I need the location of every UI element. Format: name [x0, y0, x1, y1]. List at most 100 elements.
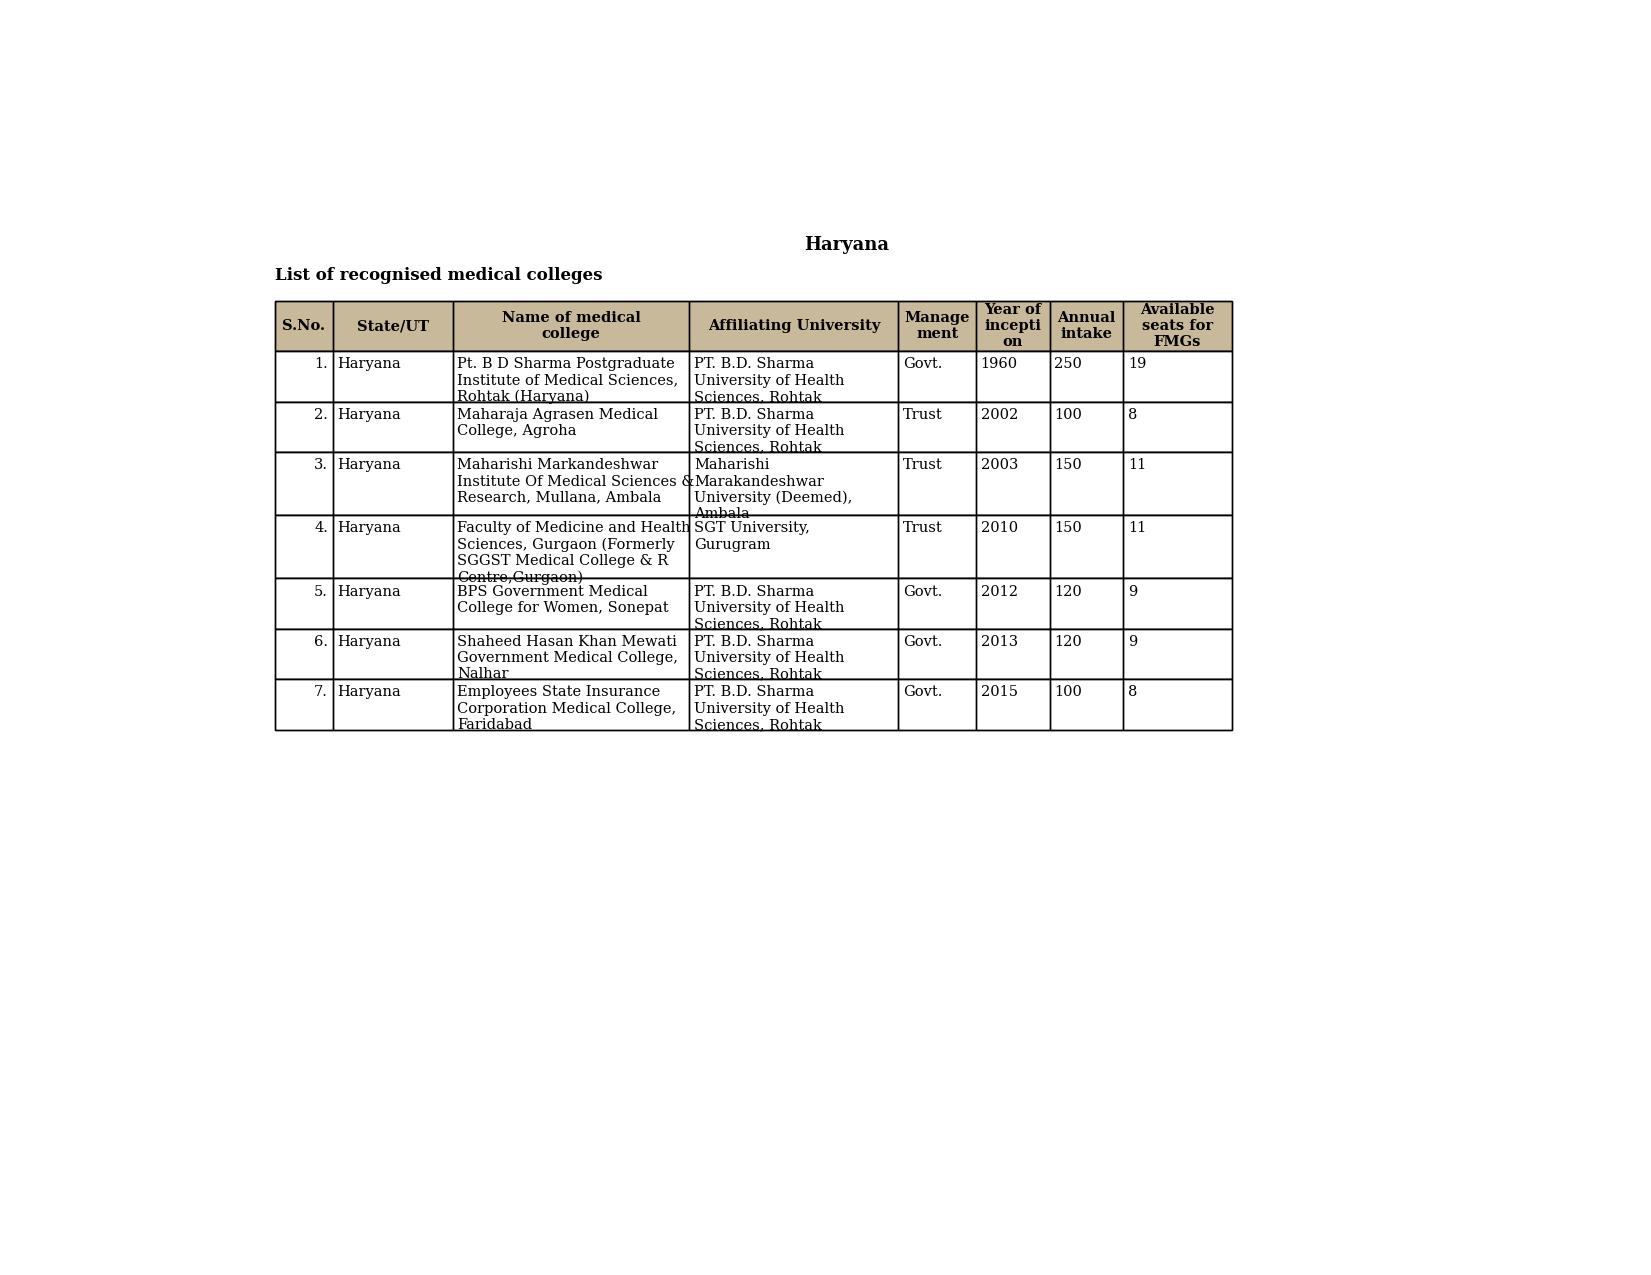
Text: Govt.: Govt.: [903, 584, 943, 598]
Text: PT. B.D. Sharma
University of Health
Sciences, Rohtak: PT. B.D. Sharma University of Health Sci…: [693, 686, 844, 732]
Text: S.No.: S.No.: [282, 319, 325, 333]
Text: PT. B.D. Sharma
University of Health
Sciences, Rohtak: PT. B.D. Sharma University of Health Sci…: [693, 357, 844, 404]
Bar: [976, 680, 1050, 729]
Bar: [274, 680, 334, 729]
Bar: [274, 629, 1232, 680]
Bar: [688, 352, 898, 402]
Bar: [452, 301, 688, 352]
Bar: [452, 629, 688, 680]
Text: 2.: 2.: [314, 408, 329, 422]
Text: 120: 120: [1055, 635, 1081, 649]
Bar: [334, 680, 452, 729]
Bar: [274, 579, 1232, 629]
Text: 3.: 3.: [314, 458, 329, 472]
Text: 100: 100: [1055, 408, 1081, 422]
Text: 19: 19: [1128, 357, 1146, 371]
Text: 250: 250: [1055, 357, 1081, 371]
Text: Available
seats for
FMGs: Available seats for FMGs: [1141, 303, 1215, 349]
Text: Haryana: Haryana: [804, 236, 888, 254]
Bar: [1050, 629, 1123, 680]
Text: 120: 120: [1055, 584, 1081, 598]
Bar: [274, 680, 1232, 729]
Bar: [274, 402, 1232, 453]
Bar: [452, 579, 688, 629]
Text: Trust: Trust: [903, 458, 943, 472]
Text: PT. B.D. Sharma
University of Health
Sciences, Rohtak: PT. B.D. Sharma University of Health Sci…: [693, 408, 844, 454]
Text: 1960: 1960: [981, 357, 1017, 371]
Text: Haryana: Haryana: [337, 521, 401, 536]
Bar: [1123, 515, 1232, 579]
Text: 9: 9: [1128, 584, 1138, 598]
Text: Maharishi
Marakandeshwar
University (Deemed),
Ambala: Maharishi Marakandeshwar University (Dee…: [693, 458, 852, 521]
Bar: [1123, 402, 1232, 453]
Text: 2003: 2003: [981, 458, 1019, 472]
Bar: [976, 402, 1050, 453]
Text: Haryana: Haryana: [337, 458, 401, 472]
Bar: [1050, 515, 1123, 579]
Bar: [1050, 301, 1123, 352]
Bar: [1050, 680, 1123, 729]
Bar: [334, 515, 452, 579]
Bar: [898, 579, 976, 629]
Bar: [898, 402, 976, 453]
Text: 150: 150: [1055, 458, 1081, 472]
Text: Maharishi Markandeshwar
Institute Of Medical Sciences &
Research, Mullana, Ambal: Maharishi Markandeshwar Institute Of Med…: [457, 458, 695, 505]
Bar: [1050, 453, 1123, 515]
Bar: [452, 352, 688, 402]
Text: Faculty of Medicine and Health
Sciences, Gurgaon (Formerly
SGGST Medical College: Faculty of Medicine and Health Sciences,…: [457, 521, 692, 585]
Bar: [274, 515, 1232, 579]
Text: Haryana: Haryana: [337, 635, 401, 649]
Text: Name of medical
college: Name of medical college: [502, 311, 641, 342]
Text: Haryana: Haryana: [337, 584, 401, 598]
Bar: [976, 515, 1050, 579]
Bar: [334, 579, 452, 629]
Text: Annual
intake: Annual intake: [1057, 311, 1116, 342]
Text: 2002: 2002: [981, 408, 1019, 422]
Text: 8: 8: [1128, 686, 1138, 700]
Text: Employees State Insurance
Corporation Medical College,
Faridabad: Employees State Insurance Corporation Me…: [457, 686, 677, 732]
Text: 8: 8: [1128, 408, 1138, 422]
Text: 150: 150: [1055, 521, 1081, 536]
Bar: [334, 301, 452, 352]
Bar: [688, 515, 898, 579]
Text: Govt.: Govt.: [903, 635, 943, 649]
Bar: [452, 402, 688, 453]
Bar: [688, 402, 898, 453]
Text: 100: 100: [1055, 686, 1081, 700]
Text: Maharaja Agrasen Medical
College, Agroha: Maharaja Agrasen Medical College, Agroha: [457, 408, 659, 439]
Bar: [274, 301, 1232, 352]
Bar: [1123, 579, 1232, 629]
Bar: [334, 629, 452, 680]
Text: Affiliating University: Affiliating University: [708, 319, 880, 333]
Text: Govt.: Govt.: [903, 357, 943, 371]
Text: 2015: 2015: [981, 686, 1017, 700]
Text: PT. B.D. Sharma
University of Health
Sciences, Rohtak: PT. B.D. Sharma University of Health Sci…: [693, 584, 844, 631]
Text: 5.: 5.: [314, 584, 329, 598]
Bar: [976, 579, 1050, 629]
Bar: [688, 629, 898, 680]
Text: Haryana: Haryana: [337, 357, 401, 371]
Bar: [274, 402, 334, 453]
Bar: [1123, 680, 1232, 729]
Text: 9: 9: [1128, 635, 1138, 649]
Bar: [688, 579, 898, 629]
Bar: [274, 352, 1232, 402]
Bar: [976, 629, 1050, 680]
Text: Govt.: Govt.: [903, 686, 943, 700]
Text: 2010: 2010: [981, 521, 1017, 536]
Bar: [1123, 629, 1232, 680]
Bar: [1123, 301, 1232, 352]
Text: 2013: 2013: [981, 635, 1017, 649]
Text: List of recognised medical colleges: List of recognised medical colleges: [274, 266, 603, 284]
Text: 4.: 4.: [314, 521, 329, 536]
Bar: [688, 680, 898, 729]
Bar: [274, 453, 1232, 515]
Text: Year of
incepti
on: Year of incepti on: [984, 303, 1042, 349]
Bar: [1050, 402, 1123, 453]
Bar: [688, 453, 898, 515]
Text: Trust: Trust: [903, 408, 943, 422]
Text: Pt. B D Sharma Postgraduate
Institute of Medical Sciences,
Rohtak (Haryana): Pt. B D Sharma Postgraduate Institute of…: [457, 357, 679, 404]
Bar: [452, 680, 688, 729]
Text: PT. B.D. Sharma
University of Health
Sciences, Rohtak: PT. B.D. Sharma University of Health Sci…: [693, 635, 844, 681]
Bar: [898, 352, 976, 402]
